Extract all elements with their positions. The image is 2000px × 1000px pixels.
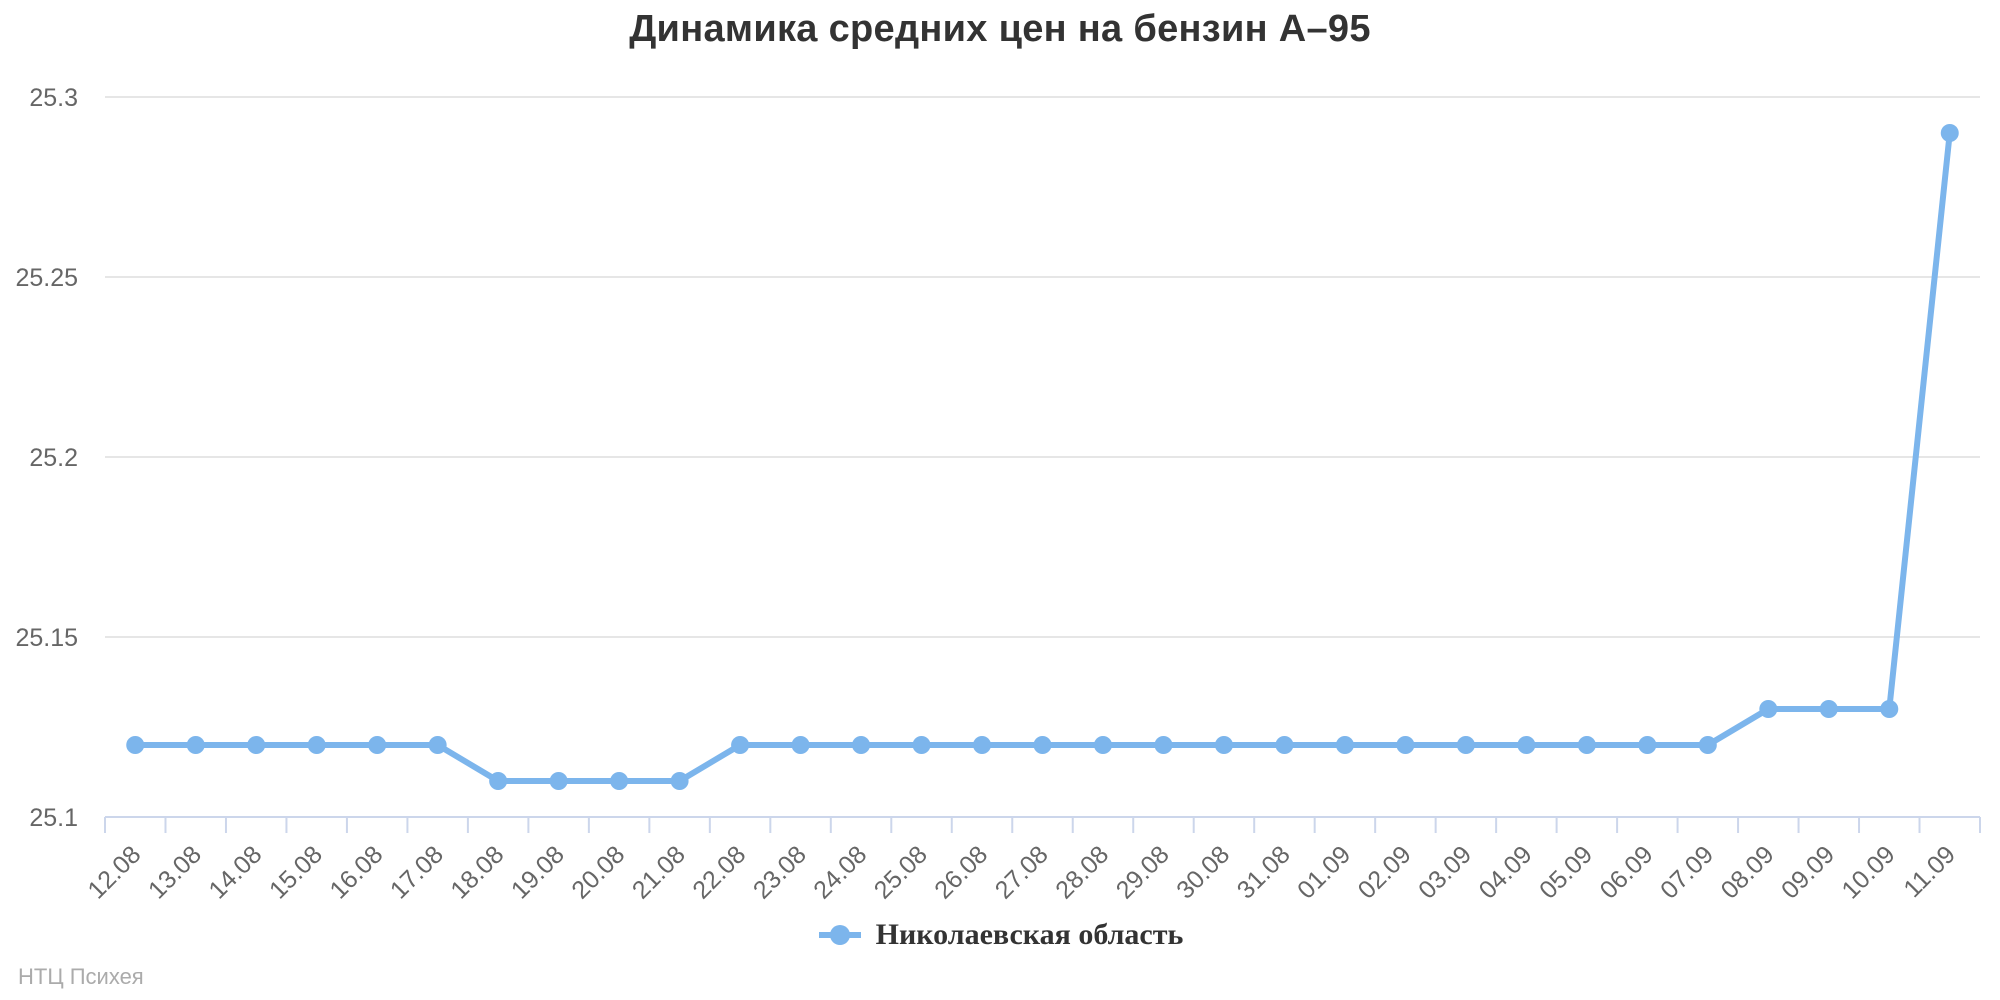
x-axis-label: 14.08 [203,840,267,904]
x-axis-label: 20.08 [566,840,630,904]
x-axis-label: 07.09 [1655,840,1719,904]
data-point[interactable] [1275,736,1294,754]
x-axis-label: 22.08 [687,840,751,904]
y-axis-label: 25.2 [29,444,78,472]
x-axis-label: 11.09 [1898,840,1961,903]
x-axis-label: 16.08 [324,840,388,904]
data-point[interactable] [1577,736,1596,754]
data-point[interactable] [428,736,447,754]
data-point[interactable] [1517,736,1536,754]
data-point[interactable] [912,736,931,754]
x-axis-label: 23.08 [748,840,812,904]
data-point[interactable] [1819,700,1838,718]
data-point[interactable] [610,772,629,790]
data-point[interactable] [1759,700,1778,718]
x-axis-label: 21.08 [627,840,691,904]
x-axis-label: 17.08 [385,840,449,904]
x-axis-label: 02.09 [1353,840,1417,904]
chart-title: Динамика средних цен на бензин А–95 [629,8,1371,50]
data-point[interactable] [489,772,508,790]
data-point[interactable] [1093,736,1112,754]
x-axis-label: 03.09 [1413,840,1477,904]
y-axis-label: 25.25 [15,264,78,292]
y-axis-label: 25.3 [29,84,78,112]
data-point[interactable] [1214,736,1233,754]
data-point[interactable] [126,736,145,754]
data-point[interactable] [368,736,387,754]
watermark-text: НТЦ Психея [18,964,144,989]
x-axis-label: 30.08 [1171,840,1235,904]
data-point[interactable] [973,736,992,754]
data-point[interactable] [791,736,810,754]
x-axis-label: 28.08 [1050,840,1114,904]
x-axis-label: 25.08 [869,840,933,904]
x-axis-label: 27.08 [990,840,1054,904]
x-axis-label: 26.08 [929,840,993,904]
x-axis-label: 19.08 [506,840,570,904]
x-axis-label: 24.08 [808,840,872,904]
data-point[interactable] [852,736,871,754]
data-point[interactable] [186,736,205,754]
x-axis-label: 10.09 [1836,840,1900,904]
x-axis-label: 15.08 [264,840,328,904]
data-point[interactable] [670,772,689,790]
data-point[interactable] [1638,736,1657,754]
x-axis-label: 04.09 [1474,840,1538,904]
data-point[interactable] [1456,736,1475,754]
x-axis-label: 13.08 [143,840,207,904]
data-point[interactable] [1698,736,1717,754]
data-point[interactable] [247,736,266,754]
x-axis-label: 09.09 [1776,840,1840,904]
legend: Николаевская область [0,918,2000,952]
line-dot-marker-icon [818,925,861,945]
data-point[interactable] [1396,736,1415,754]
legend-series-label: Николаевская область [875,918,1184,951]
x-axis-label: 31.08 [1232,840,1296,904]
data-point[interactable] [1154,736,1173,754]
data-point[interactable] [307,736,326,754]
x-axis-label: 12.08 [82,840,146,904]
x-axis-label: 05.09 [1534,840,1598,904]
x-axis-label: 08.09 [1716,840,1780,904]
data-point[interactable] [1940,124,1959,142]
data-point[interactable] [1880,700,1899,718]
y-axis-label: 25.1 [29,804,78,832]
data-point[interactable] [1335,736,1354,754]
data-point[interactable] [731,736,750,754]
data-point[interactable] [549,772,568,790]
data-point[interactable] [1033,736,1052,754]
x-axis-label: 01.09 [1292,840,1356,904]
x-axis-label: 29.08 [1111,840,1175,904]
x-axis-label: 18.08 [445,840,509,904]
y-axis-label: 25.15 [15,624,78,652]
x-axis-label: 06.09 [1595,840,1659,904]
legend-item-series[interactable]: Николаевская область [817,918,1184,952]
